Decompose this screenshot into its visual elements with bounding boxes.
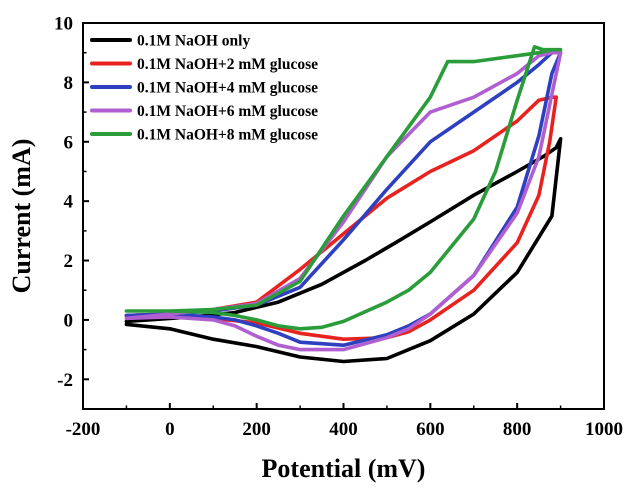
x-tick-label: 400: [329, 419, 358, 440]
axis-ticks: -200 0 200 400 600 800 1000 -2 0 2 4 6 8 10: [54, 14, 623, 441]
x-tick-label: 200: [242, 419, 271, 440]
x-tick-label: -200: [66, 419, 101, 440]
legend-label-2: 0.1M NaOH+2 mM glucose: [137, 56, 318, 73]
series-line-4: [124, 50, 563, 352]
series-line-2: [124, 95, 559, 342]
legend-label-4: 0.1M NaOH+6 mM glucose: [137, 103, 318, 120]
x-tick-label: 1000: [585, 419, 623, 440]
series-line-5: [124, 44, 563, 331]
y-tick-label: 10: [54, 14, 73, 35]
legend-label-5: 0.1M NaOH+8 mM glucose: [137, 127, 318, 144]
x-tick-label: 0: [165, 419, 175, 440]
x-tick-label: 600: [416, 419, 445, 440]
series-line-3: [124, 50, 563, 348]
series-layer: [124, 44, 563, 364]
y-tick-label: 8: [64, 73, 74, 94]
y-tick-label: 6: [64, 132, 74, 153]
x-axis-title: Potential (mV): [262, 454, 426, 483]
series-line-1: [124, 137, 563, 364]
legend-label-3: 0.1M NaOH+4 mM glucose: [137, 80, 318, 97]
legend-label-1: 0.1M NaOH only: [137, 33, 250, 50]
y-tick-label: 0: [64, 310, 74, 331]
y-tick-label: -2: [57, 370, 73, 391]
x-tick-label: 800: [503, 419, 532, 440]
y-axis-title: Current (mA): [7, 139, 36, 294]
y-tick-label: 4: [64, 192, 74, 213]
y-tick-label: 2: [64, 251, 74, 272]
legend: 0.1M NaOH only 0.1M NaOH+2 mM glucose 0.1M…: [90, 33, 318, 144]
